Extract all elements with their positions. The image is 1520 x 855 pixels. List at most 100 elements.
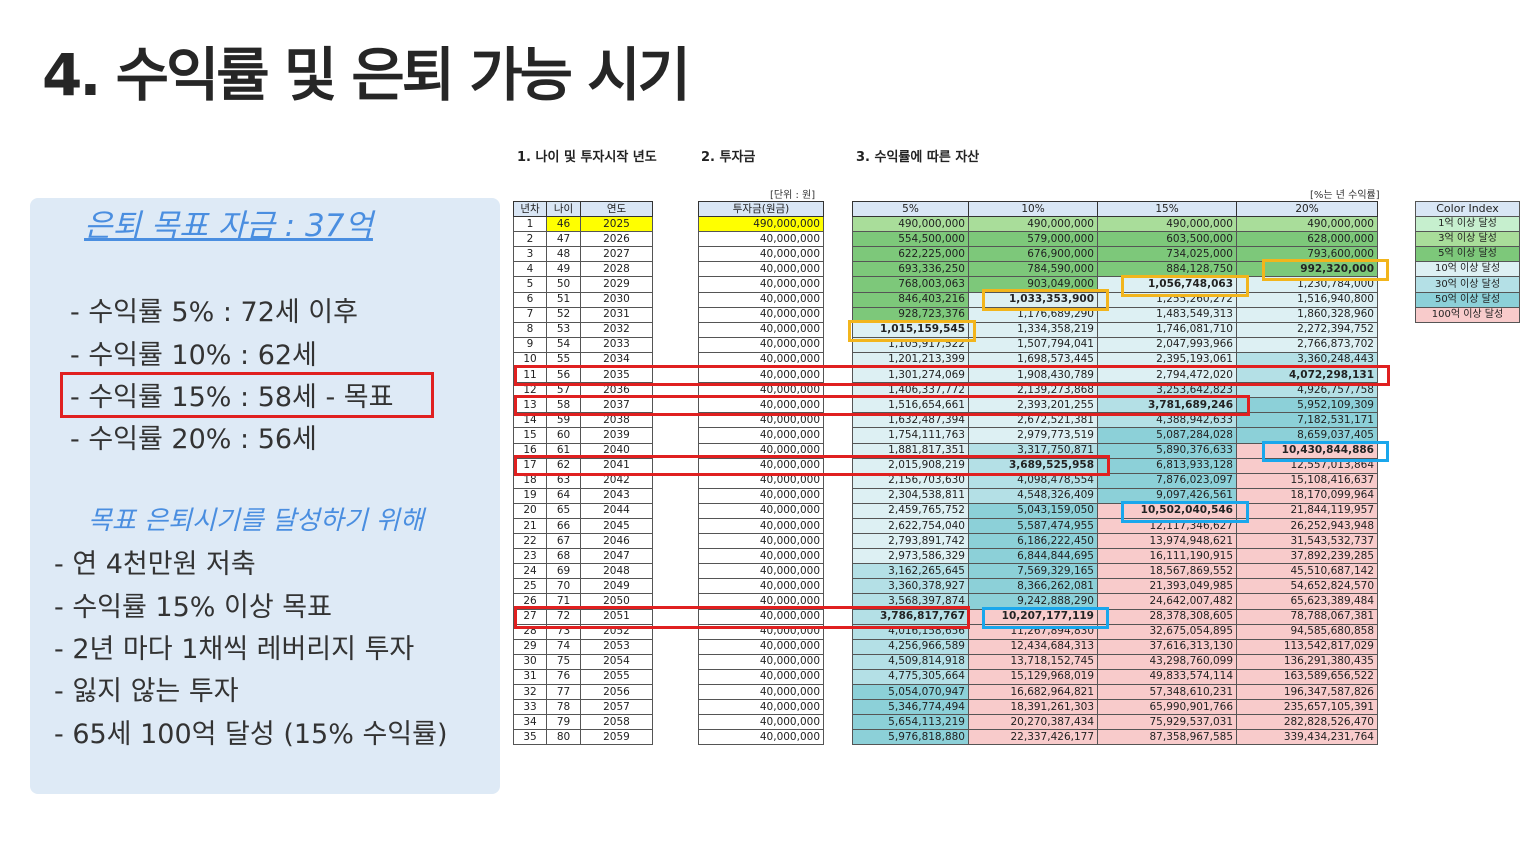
table-row: 40,000,000 [698,367,824,384]
asset-cell: 693,336,250 [852,261,969,278]
asset-cell: 579,000,000 [968,231,1098,248]
investment-cell: 40,000,000 [698,517,824,535]
age-cell: 68 [546,548,581,565]
age-cell: 50 [546,276,581,293]
table-row: 30 75 2054 [513,653,653,670]
asset-cell: 235,657,105,391 [1236,699,1378,716]
color-index-item: 100억 이상 달성 [1415,306,1520,323]
year-count-cell: 31 [513,668,547,686]
table-row: 2,459,765,752 5,043,159,050 10,502,040,546… [852,502,1378,519]
year-cell: 2047 [580,548,653,565]
year-count-cell: 32 [513,683,547,701]
year-cell: 2045 [580,517,653,535]
asset-cell: 7,876,023,097 [1097,472,1237,489]
year-cell: 2051 [580,608,653,625]
asset-cell: 992,320,000 [1236,261,1378,278]
investment-cell: 490,000,000 [698,216,824,233]
unit-label-won: [단위 : 원] [770,190,816,201]
table-row: 2 47 2026 [513,231,653,248]
asset-cell: 3,786,817,767 [852,608,969,625]
age-cell: 61 [546,442,581,459]
highlight-row-58 [514,395,1250,416]
year-count-cell: 5 [513,276,547,293]
asset-cell: 1,698,573,445 [968,351,1098,369]
year-count-cell: 6 [513,291,547,308]
table-row: 8 53 2032 [513,321,653,338]
asset-cell: 196,347,587,826 [1236,683,1378,701]
investment-cell: 40,000,000 [698,291,824,308]
table-row: 12 57 2036 [513,382,653,399]
table-row: 24 69 2048 [513,563,653,580]
color-index-legend: Color Index 1억 이상 달성 3억 이상 달성 5억 이상 달성 10억 … [1415,200,1520,323]
plan-item: - 수익률 15% 이상 목표 [54,592,332,623]
year-cell: 2057 [580,699,653,716]
asset-cell: 1,015,159,545 [852,321,969,338]
table-row: 40,000,000 [698,321,824,338]
table-row: 40,000,000 [698,533,824,550]
table-row: 3,568,397,874 9,242,888,290 24,642,007,482… [852,593,1378,610]
asset-cell: 18,170,099,964 [1236,487,1378,504]
age-cell: 51 [546,291,581,308]
investment-cell: 40,000,000 [698,548,824,565]
asset-cell: 31,543,532,737 [1236,533,1378,550]
year-cell: 2058 [580,714,653,731]
table-row: 40,000,000 [698,336,824,353]
table-row: 25 70 2049 [513,578,653,595]
asset-cell: 10,430,844,886 [1236,442,1378,459]
table-row: 490,000,000 490,000,000 490,000,000 490,000… [852,216,1378,233]
asset-cell: 884,128,750 [1097,261,1237,278]
table-row: 6 51 2030 [513,291,653,308]
highlight-row-72 [514,606,970,629]
asset-cell: 2,973,586,329 [852,548,969,565]
asset-cell: 65,990,901,766 [1097,699,1237,716]
year-cell: 2027 [580,246,653,263]
asset-cell: 20,270,387,434 [968,714,1098,731]
year-count-cell: 9 [513,336,547,353]
table-row: 40,000,000 [698,699,824,716]
year-count-cell: 34 [513,714,547,731]
asset-cell: 734,025,000 [1097,246,1237,263]
table-row: 40,000,000 [698,261,824,278]
age-cell: 46 [546,216,581,233]
asset-cell: 3,568,397,874 [852,593,969,610]
asset-cell: 1,908,430,789 [968,367,1098,384]
asset-cell: 37,892,239,285 [1236,548,1378,565]
asset-cell: 24,642,007,482 [1097,593,1237,610]
age-year-table: 년차 나이 연도 1 46 2025 2 47 2026 3 48 2027 4 49 2028 5 50… [513,200,653,746]
age-cell: 75 [546,653,581,670]
table-row: 40,000,000 [698,608,824,625]
table-row: 2,622,754,040 5,587,474,955 12,117,346,627… [852,517,1378,535]
year-count-cell: 11 [513,367,547,384]
asset-cell: 6,844,844,695 [968,548,1098,565]
investment-cell: 40,000,000 [698,653,824,670]
table-row: 20 65 2044 [513,502,653,519]
table-row: 21 66 2045 [513,517,653,535]
table-row: 31 76 2055 [513,668,653,686]
table-row: 7 52 2031 [513,306,653,323]
asset-cell: 4,509,814,918 [852,653,969,670]
investment-cell: 40,000,000 [698,321,824,338]
table-row: 846,403,216 1,033,353,900 1,255,260,272 1,5… [852,291,1378,308]
header-rate-20: 20% [1236,200,1378,218]
year-count-cell: 1 [513,216,547,233]
year-cell: 2032 [580,321,653,338]
investment-cell: 40,000,000 [698,502,824,519]
year-count-cell: 3 [513,246,547,263]
year-cell: 2055 [580,668,653,686]
investment-cell: 40,000,000 [698,578,824,595]
asset-cell: 43,298,760,099 [1097,653,1237,670]
highlight-row-56 [514,365,1390,386]
asset-cell: 1,334,358,219 [968,321,1098,338]
table-row: 1,881,817,351 3,317,750,871 5,890,376,633 1… [852,442,1378,459]
asset-cell: 57,348,610,231 [1097,683,1237,701]
asset-cell: 3,317,750,871 [968,442,1098,459]
table-row: 40,000,000 [698,487,824,504]
table-row: 2,015,908,219 3,689,525,958 6,813,933,128 1… [852,457,1378,474]
asset-cell: 554,500,000 [852,231,969,248]
asset-cell: 15,108,416,637 [1236,472,1378,489]
year-cell: 2028 [580,261,653,278]
asset-cell: 18,567,869,552 [1097,563,1237,580]
asset-cell: 3,360,248,443 [1236,351,1378,369]
asset-cell: 1,881,817,351 [852,442,969,459]
year-cell: 2025 [580,216,653,233]
